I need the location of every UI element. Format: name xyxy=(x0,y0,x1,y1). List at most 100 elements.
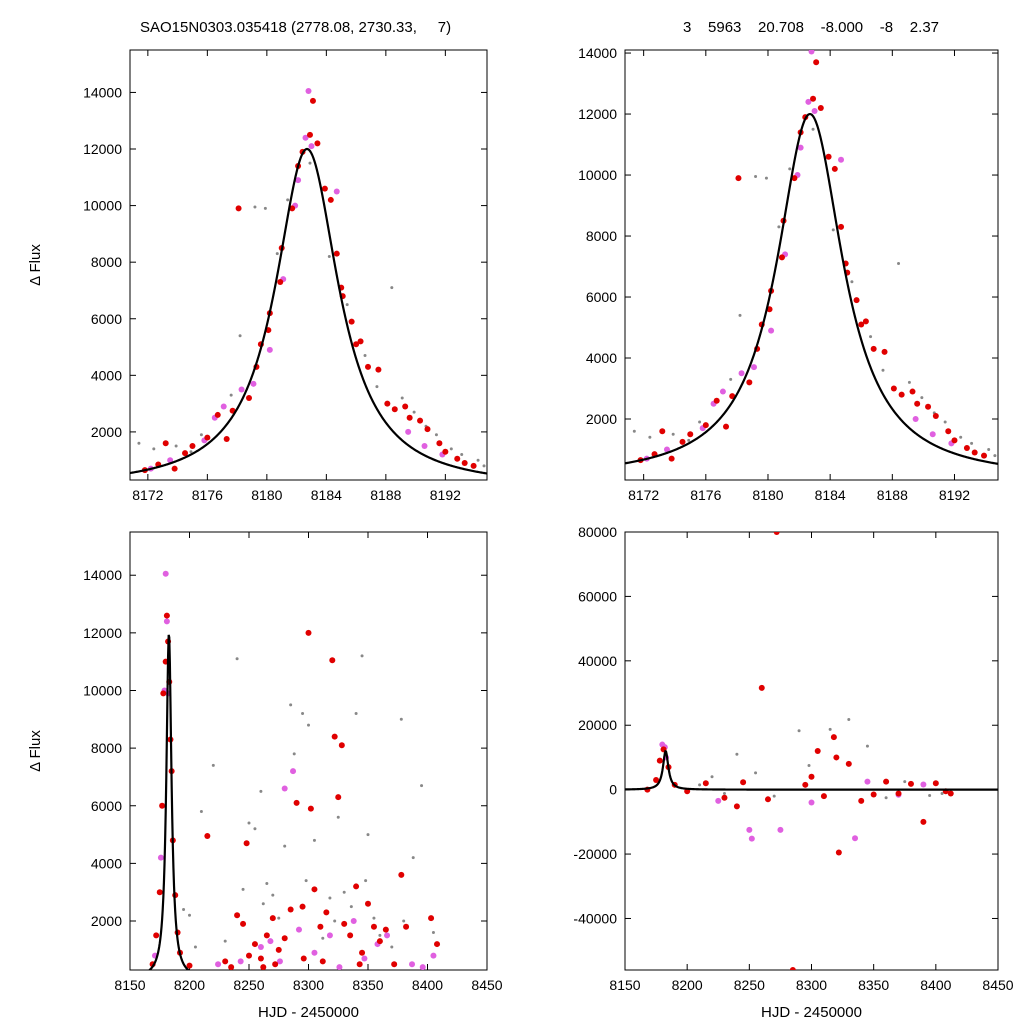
data-point-gray xyxy=(881,368,885,372)
x-tick-label: 8172 xyxy=(628,487,659,503)
data-point-magenta xyxy=(920,781,927,788)
data-point-magenta xyxy=(746,826,753,833)
data-point-red xyxy=(470,462,477,469)
data-point-red xyxy=(778,254,785,261)
data-point-gray xyxy=(342,890,346,894)
data-point-gray xyxy=(907,380,911,384)
data-point-gray xyxy=(847,717,851,721)
data-point-gray xyxy=(460,453,464,457)
data-point-red xyxy=(721,794,728,801)
data-point-red xyxy=(817,104,824,111)
x-tick-label: 8184 xyxy=(815,487,846,503)
data-point-gray xyxy=(434,433,438,437)
y-tick-label: 12000 xyxy=(83,625,122,641)
data-point-red xyxy=(281,935,288,942)
plot-area xyxy=(625,50,998,465)
data-point-red xyxy=(735,175,742,182)
data-point-red xyxy=(813,59,820,66)
y-tick-label: 14000 xyxy=(83,84,122,100)
x-tick-label: 8192 xyxy=(430,487,461,503)
data-point-red xyxy=(319,958,326,965)
data-point-red xyxy=(163,612,170,619)
data-point-red xyxy=(668,455,675,462)
data-point-gray xyxy=(152,447,156,451)
data-point-red xyxy=(862,318,869,325)
data-point-red xyxy=(808,773,815,780)
data-point-magenta xyxy=(750,364,757,371)
data-point-red xyxy=(317,923,324,930)
y-tick-label: 8000 xyxy=(586,228,617,244)
x-tick-label: 8188 xyxy=(877,487,908,503)
data-point-red xyxy=(403,923,410,930)
data-point-red xyxy=(189,443,196,450)
data-point-red xyxy=(398,871,405,878)
data-point-red xyxy=(963,444,970,451)
data-point-red xyxy=(442,448,449,455)
data-point-gray xyxy=(869,335,873,339)
data-point-red xyxy=(883,778,890,785)
data-point-gray xyxy=(943,420,947,424)
data-point-gray xyxy=(364,879,368,883)
data-point-red xyxy=(311,886,318,893)
plot-frame xyxy=(129,531,488,971)
data-point-red xyxy=(235,205,242,212)
data-point-red xyxy=(858,321,865,328)
data-point-magenta xyxy=(405,428,412,435)
data-point-red xyxy=(945,428,952,435)
data-point-red xyxy=(370,923,377,930)
data-point-red xyxy=(925,403,932,410)
data-point-red xyxy=(214,411,221,418)
data-point-gray xyxy=(375,385,379,389)
data-point-gray xyxy=(797,729,801,733)
data-point-gray xyxy=(754,175,758,179)
data-point-gray xyxy=(920,396,924,400)
data-point-red xyxy=(402,403,409,410)
data-point-gray xyxy=(308,161,312,165)
y-tick-label: 10000 xyxy=(83,198,122,214)
data-point-magenta xyxy=(912,416,919,423)
data-point-magenta xyxy=(302,134,309,141)
y-tick-label: 10000 xyxy=(83,682,122,698)
data-point-gray xyxy=(884,796,888,800)
data-point-red xyxy=(341,920,348,927)
data-point-magenta xyxy=(238,386,245,393)
data-point-gray xyxy=(828,727,832,731)
data-point-gray xyxy=(188,913,191,917)
data-point-magenta xyxy=(311,949,318,956)
y-tick-label: 60000 xyxy=(578,588,617,604)
data-point-red xyxy=(327,196,334,203)
y-axis-label: Δ Flux xyxy=(27,730,44,772)
data-point-red xyxy=(314,140,321,147)
data-point-red xyxy=(293,799,300,806)
data-point-magenta xyxy=(157,854,164,861)
data-point-gray xyxy=(648,435,652,439)
data-point-gray xyxy=(777,225,781,229)
data-point-red xyxy=(981,452,988,459)
data-point-gray xyxy=(193,945,197,949)
data-point-red xyxy=(357,338,364,345)
x-tick-label: 8150 xyxy=(609,977,640,993)
data-point-gray xyxy=(265,882,269,886)
data-point-red xyxy=(858,797,865,804)
data-point-red xyxy=(895,790,902,797)
data-point-gray xyxy=(292,752,296,756)
x-tick-label: 8180 xyxy=(752,487,783,503)
data-point-magenta xyxy=(163,618,170,625)
data-point-red xyxy=(789,967,796,970)
data-point-gray xyxy=(897,261,901,265)
data-point-gray xyxy=(698,420,702,424)
data-point-red xyxy=(391,406,398,413)
data-point-magenta xyxy=(333,188,340,195)
data-point-red xyxy=(932,780,939,787)
data-point-magenta xyxy=(719,388,726,395)
data-point-magenta xyxy=(852,835,859,842)
x-tick-label: 8172 xyxy=(132,487,163,503)
data-point-gray xyxy=(211,763,215,767)
data-point-gray xyxy=(229,393,233,397)
data-point-magenta xyxy=(805,98,812,105)
data-point-red xyxy=(375,366,382,373)
data-point-gray xyxy=(987,448,991,452)
y-tick-label: 6000 xyxy=(586,289,617,305)
data-point-magenta xyxy=(257,943,264,950)
data-point-gray xyxy=(807,763,811,767)
